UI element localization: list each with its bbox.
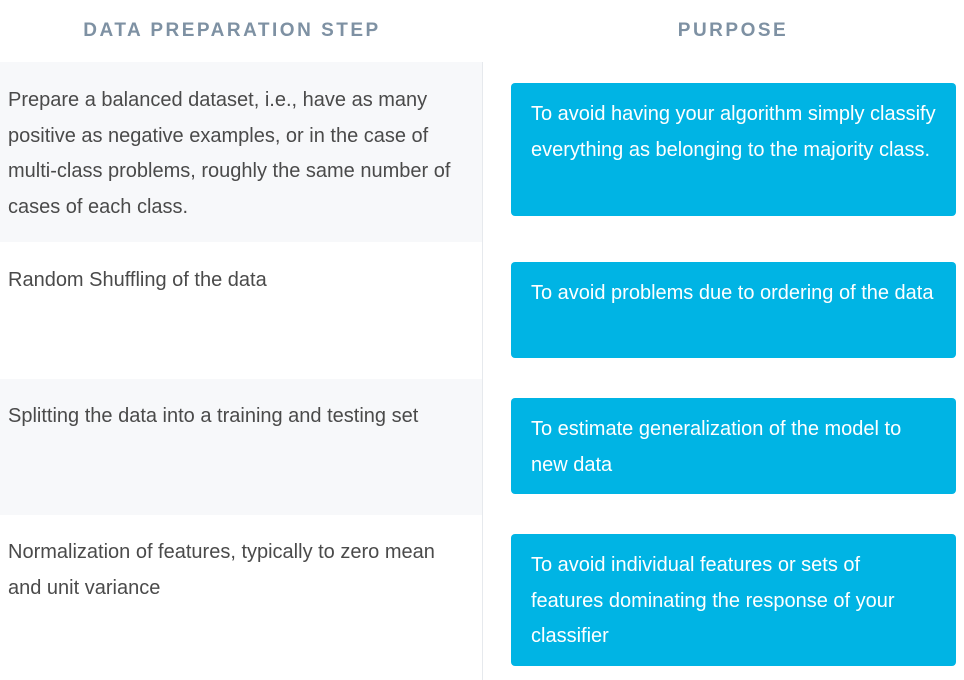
column-divider xyxy=(482,62,483,680)
table-row: Splitting the data into a training and t… xyxy=(0,379,964,515)
header-step: DATA PREPARATION STEP xyxy=(83,20,381,41)
table-row: Normalization of features, typically to … xyxy=(0,515,964,680)
table-header: DATA PREPARATION STEP PURPOSE xyxy=(0,0,964,62)
purpose-cell: To avoid problems due to ordering of the… xyxy=(511,262,956,358)
table-row: Prepare a balanced dataset, i.e., have a… xyxy=(0,62,964,242)
step-cell: Random Shuffling of the data xyxy=(8,269,267,291)
purpose-cell: To avoid individual features or sets of … xyxy=(511,534,956,666)
step-cell: Normalization of features, typically to … xyxy=(8,541,435,599)
purpose-cell: To estimate generalization of the model … xyxy=(511,398,956,494)
row-background xyxy=(0,379,482,515)
row-background xyxy=(0,62,482,242)
table-row: Random Shuffling of the data To avoid pr… xyxy=(0,242,964,379)
step-cell: Prepare a balanced dataset, i.e., have a… xyxy=(8,89,451,218)
purpose-cell: To avoid having your algorithm simply cl… xyxy=(511,83,956,216)
header-purpose: PURPOSE xyxy=(677,20,789,41)
step-cell: Splitting the data into a training and t… xyxy=(8,405,419,427)
